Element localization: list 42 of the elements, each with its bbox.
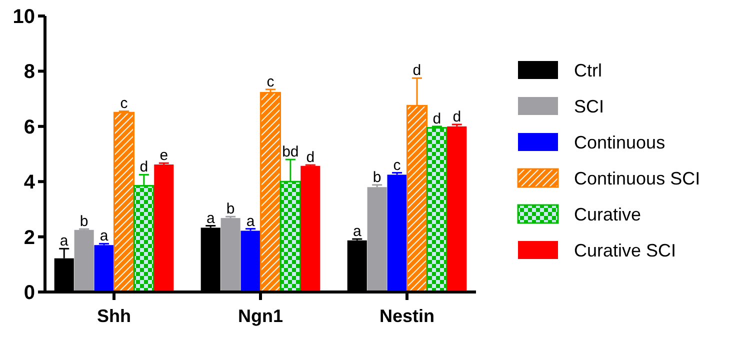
y-tick-label: 0 [24,282,35,304]
data-label: c [266,73,275,90]
data-label: d [140,158,148,176]
data-label: bd [282,144,299,161]
y-tick-label: 10 [12,6,35,28]
bar [387,174,407,292]
legend-label: Continuous [574,132,666,152]
data-label: d [412,62,422,80]
bar [300,166,320,292]
legend-label: Curative [574,204,642,224]
bar [220,218,240,292]
bar [240,230,260,292]
legend-label: Curative SCI [574,240,676,260]
bar [447,126,467,292]
data-label: a [60,232,69,250]
data-label: a [246,212,256,230]
x-tick-label: Ngn1 [238,306,283,326]
data-label: a [206,210,216,227]
data-label: c [120,95,128,112]
bar [367,187,387,292]
data-label: d [432,110,442,128]
data-label: d [306,149,315,166]
x-tick-label: Shh [96,306,131,326]
data-label: a [100,228,109,245]
bar [94,245,114,292]
legend-label: Ctrl [574,60,602,80]
y-tick-label: 2 [24,226,35,249]
y-tick-label: 4 [24,172,36,194]
bar [74,230,94,292]
y-tick-label: 6 [24,116,35,138]
data-label: c [393,156,402,174]
data-label: d [452,108,462,126]
data-label: b [226,200,235,218]
data-label: a [352,223,362,240]
data-label: e [160,147,168,164]
data-label: b [372,168,382,186]
y-tick-label: 8 [24,61,35,84]
legend-label: Continuous SCI [574,168,700,188]
bar [154,164,174,292]
legend-label: SCI [574,96,604,116]
x-tick-label: Nestin [379,306,435,326]
data-label: b [80,213,88,230]
